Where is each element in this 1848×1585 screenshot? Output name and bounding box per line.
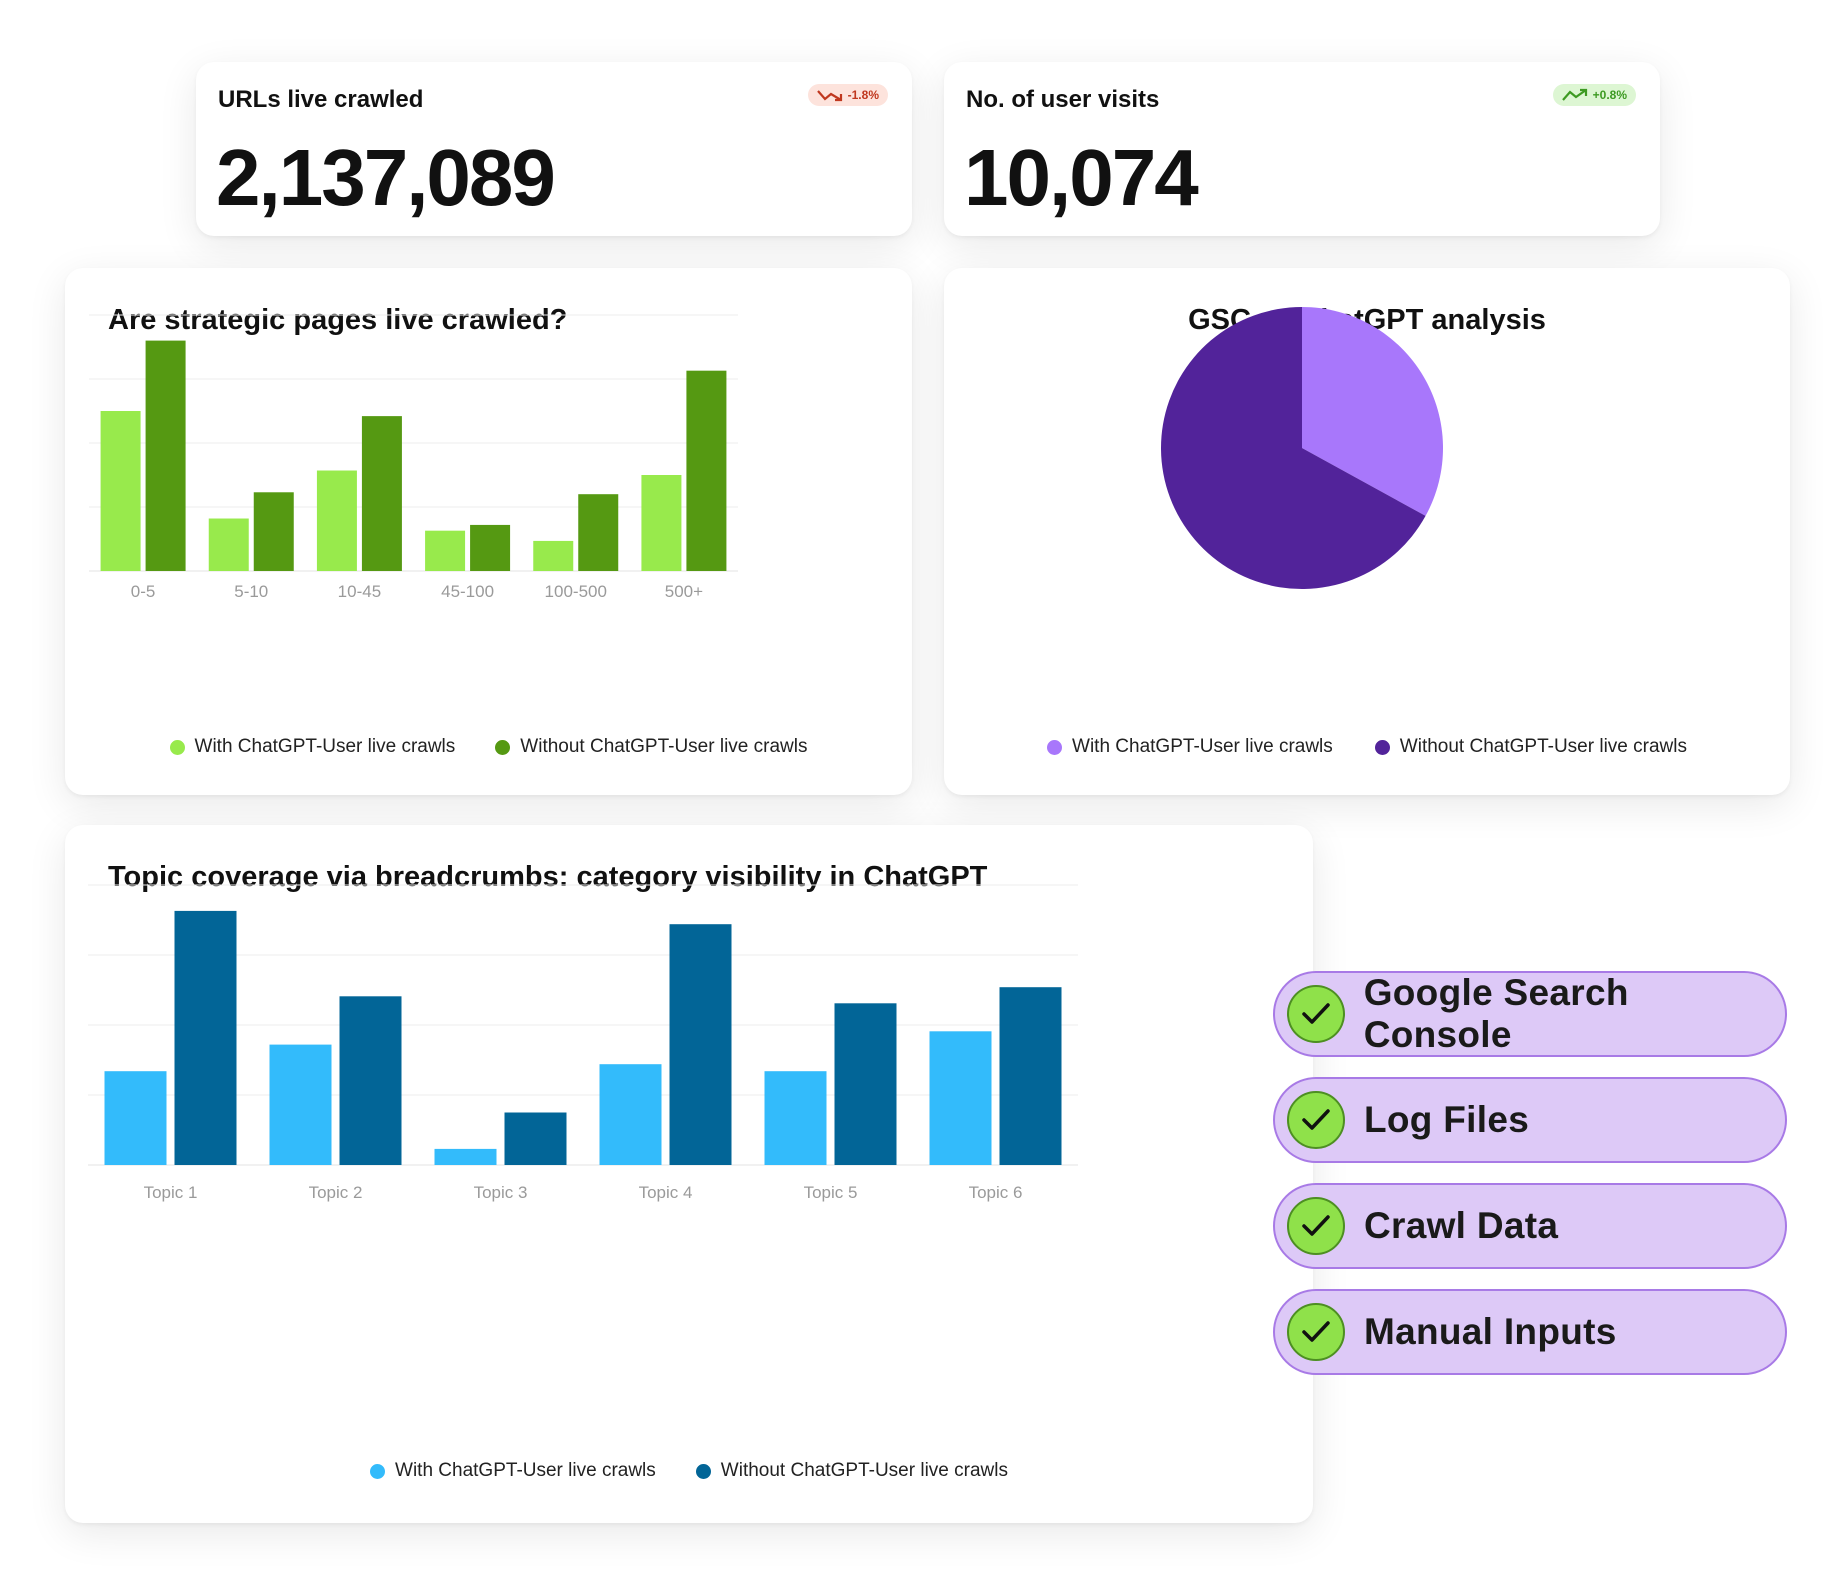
legend-dot	[495, 739, 511, 755]
source-label: Crawl Data	[1364, 1205, 1559, 1246]
check-icon	[1287, 1303, 1345, 1361]
x-tick-label: 100-500	[545, 582, 607, 601]
kpi-value: 10,074	[964, 133, 1199, 222]
legend-item-without: Without ChatGPT-User live crawls	[495, 736, 807, 758]
check-icon	[1287, 1197, 1345, 1255]
bar-without-5	[686, 370, 727, 571]
bar-with-3	[599, 1064, 662, 1165]
legend-dot	[169, 739, 185, 755]
bar-with-2	[434, 1148, 497, 1165]
pie-slice-with	[1302, 307, 1443, 516]
bar-without-0	[174, 910, 237, 1165]
bar-without-2	[361, 416, 402, 571]
chart-title: Are strategic pages live crawled?	[108, 304, 568, 336]
x-tick-label: Topic 5	[804, 1183, 858, 1202]
legend-item-with: With ChatGPT-User live crawls	[370, 1460, 656, 1482]
legend-dot	[695, 1463, 711, 1479]
x-tick-label: 5-10	[234, 582, 268, 601]
chart-title: Topic coverage via breadcrumbs: category…	[108, 861, 988, 893]
change-badge: +0.8%	[1552, 84, 1636, 106]
x-tick-label: Topic 4	[639, 1183, 693, 1202]
bar-without-5	[999, 987, 1062, 1165]
kpi-card-user-visits: No. of user visits +0.8% 10,074	[944, 62, 1660, 236]
chart-legend: With ChatGPT-User live crawls Without Ch…	[65, 1460, 1313, 1482]
x-tick-label: Topic 2	[309, 1183, 363, 1202]
gsc-vs-chatgpt-card: GSC vs ChatGPT analysis With ChatGPT-Use…	[944, 268, 1790, 795]
bar-with-1	[269, 1044, 332, 1165]
topic-coverage-bar-chart: Topic 1 Topic 2 Topic 3 Topic 4 Topic 5 Topic…	[88, 884, 1078, 1202]
x-tick-label: Topic 3	[474, 1183, 528, 1202]
source-label: Manual Inputs	[1364, 1311, 1617, 1352]
legend-label: With ChatGPT-User live crawls	[395, 1460, 656, 1481]
chart-legend: With ChatGPT-User live crawls Without Ch…	[944, 736, 1790, 758]
legend-label: Without ChatGPT-User live crawls	[1399, 736, 1687, 757]
bar-without-4	[578, 494, 619, 571]
chart-legend: With ChatGPT-User live crawls Without Ch…	[65, 736, 912, 758]
x-tick-label: Topic 6	[969, 1183, 1023, 1202]
bar-with-2	[316, 470, 357, 571]
bar-without-1	[253, 492, 294, 571]
bar-without-2	[504, 1112, 567, 1165]
strategic-pages-chart-card: Are strategic pages live crawled? 0-5 5-1…	[65, 268, 912, 795]
kpi-card-urls-crawled: URLs live crawled -1.8% 2,137,089	[196, 62, 912, 236]
source-pill-manual-inputs: Manual Inputs	[1273, 1289, 1787, 1375]
x-tick-label: Topic 1	[144, 1183, 198, 1202]
legend-dot	[370, 1463, 386, 1479]
legend-label: Without ChatGPT-User live crawls	[720, 1460, 1008, 1481]
x-tick-label: 500+	[665, 582, 703, 601]
bar-with-0	[100, 411, 141, 571]
bar-without-1	[339, 996, 402, 1165]
legend-item-with: With ChatGPT-User live crawls	[169, 736, 456, 758]
legend-item-with: With ChatGPT-User live crawls	[1047, 736, 1333, 758]
bar-with-4	[533, 540, 574, 571]
source-label: Google Search Console	[1363, 972, 1629, 1055]
bar-without-0	[145, 340, 186, 571]
legend-item-without: Without ChatGPT-User live crawls	[695, 1460, 1008, 1482]
kpi-label: No. of user visits	[966, 86, 1160, 113]
change-value: +0.8%	[1592, 88, 1627, 102]
legend-label: With ChatGPT-User live crawls	[194, 736, 456, 757]
source-pill-google-search-console: Google Search Console	[1273, 971, 1787, 1057]
source-label: Log Files	[1364, 1099, 1530, 1140]
trend-up-icon	[1561, 88, 1587, 101]
legend-dot	[1047, 739, 1063, 755]
x-tick-label: 45-100	[441, 582, 494, 601]
change-value: -1.8%	[847, 88, 879, 102]
gsc-vs-chatgpt-pie-chart	[1161, 307, 1443, 589]
legend-dot	[1374, 739, 1390, 755]
source-pill-crawl-data: Crawl Data	[1273, 1183, 1787, 1269]
bar-with-1	[208, 518, 249, 571]
trend-down-icon	[816, 90, 842, 102]
legend-item-without: Without ChatGPT-User live crawls	[1374, 736, 1687, 758]
x-tick-label: 0-5	[131, 582, 156, 601]
pie-slice-without	[1161, 307, 1426, 589]
check-icon	[1287, 985, 1345, 1043]
bar-without-4	[834, 1003, 897, 1165]
x-tick-label: 10-45	[338, 582, 381, 601]
bar-with-4	[764, 1071, 827, 1165]
kpi-value: 2,137,089	[216, 133, 556, 222]
strategic-pages-bar-chart: 0-5 5-10 10-45 45-100 100-500 500+	[89, 314, 738, 601]
bar-with-5	[929, 1031, 992, 1165]
bar-with-3	[425, 530, 466, 571]
topic-coverage-chart-card: Topic coverage via breadcrumbs: category…	[65, 825, 1313, 1523]
change-badge: -1.8%	[807, 84, 888, 106]
bar-without-3	[470, 524, 511, 571]
check-icon	[1287, 1091, 1345, 1149]
kpi-label: URLs live crawled	[218, 86, 424, 113]
source-pill-log-files: Log Files	[1273, 1077, 1787, 1163]
bar-with-5	[641, 475, 682, 571]
bar-with-0	[104, 1071, 167, 1165]
legend-label: With ChatGPT-User live crawls	[1072, 736, 1333, 757]
bar-without-3	[669, 924, 732, 1165]
legend-label: Without ChatGPT-User live crawls	[520, 736, 808, 757]
